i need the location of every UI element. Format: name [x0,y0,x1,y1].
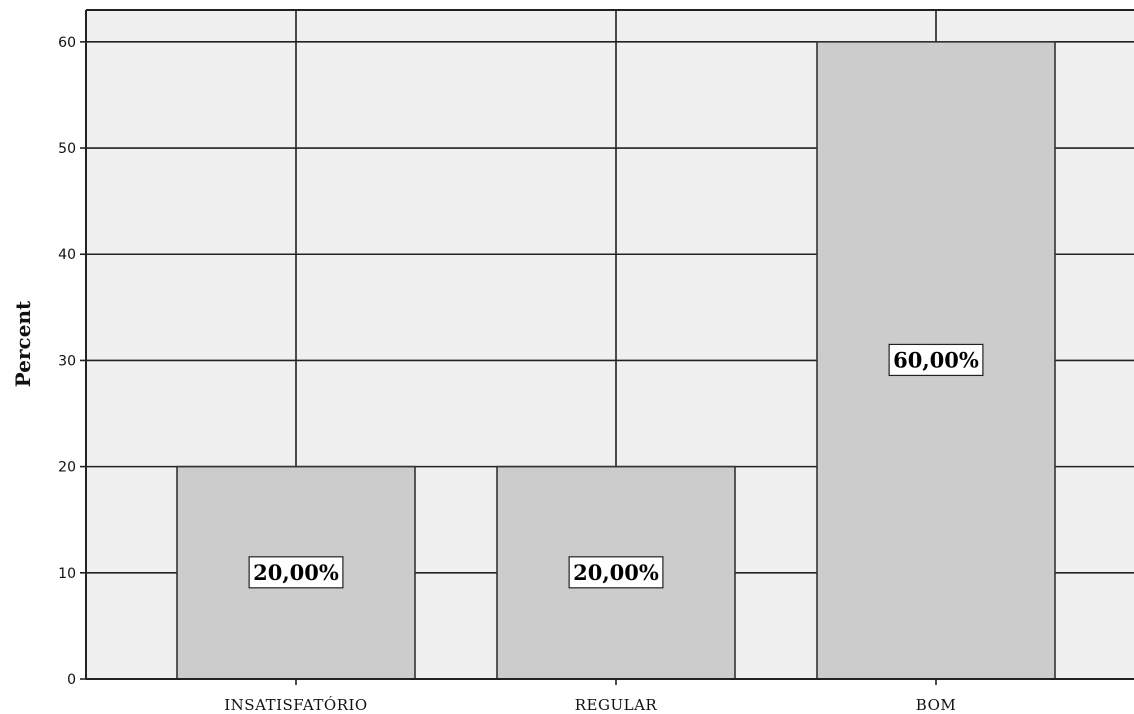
x-tick-label: REGULAR [575,696,658,714]
data-label-text: 20,00% [573,560,659,585]
data-label-box [568,556,664,589]
y-tick-label: 10 [58,566,76,582]
x-tick-label: INSATISFATÓRIO [224,696,367,714]
y-tick-label: 40 [58,247,76,263]
bar-bom [816,41,1056,680]
y-tick-label: 50 [58,141,76,157]
y-tick-label: 60 [58,35,76,51]
y-tick-label: 0 [67,672,76,688]
data-label-text: 20,00% [253,560,339,585]
y-tick-label: 20 [58,460,76,476]
data-label: 20,00% [248,556,344,589]
data-label-box [248,556,344,589]
x-tick-label: BOM [916,696,956,714]
y-tick-label: 30 [58,353,76,369]
data-label: 60,00% [888,343,984,377]
data-label-box [888,343,984,377]
axes: 0 10 20 30 40 50 60 INSATISFATÓRIO REGULAR BOM [58,9,1134,714]
y-axis-title: Percent [11,300,35,387]
data-label-text: 60,00% [893,347,979,372]
data-labels: 20,00% 20,00% 60,00% [248,343,984,589]
data-label: 20,00% [568,556,664,589]
